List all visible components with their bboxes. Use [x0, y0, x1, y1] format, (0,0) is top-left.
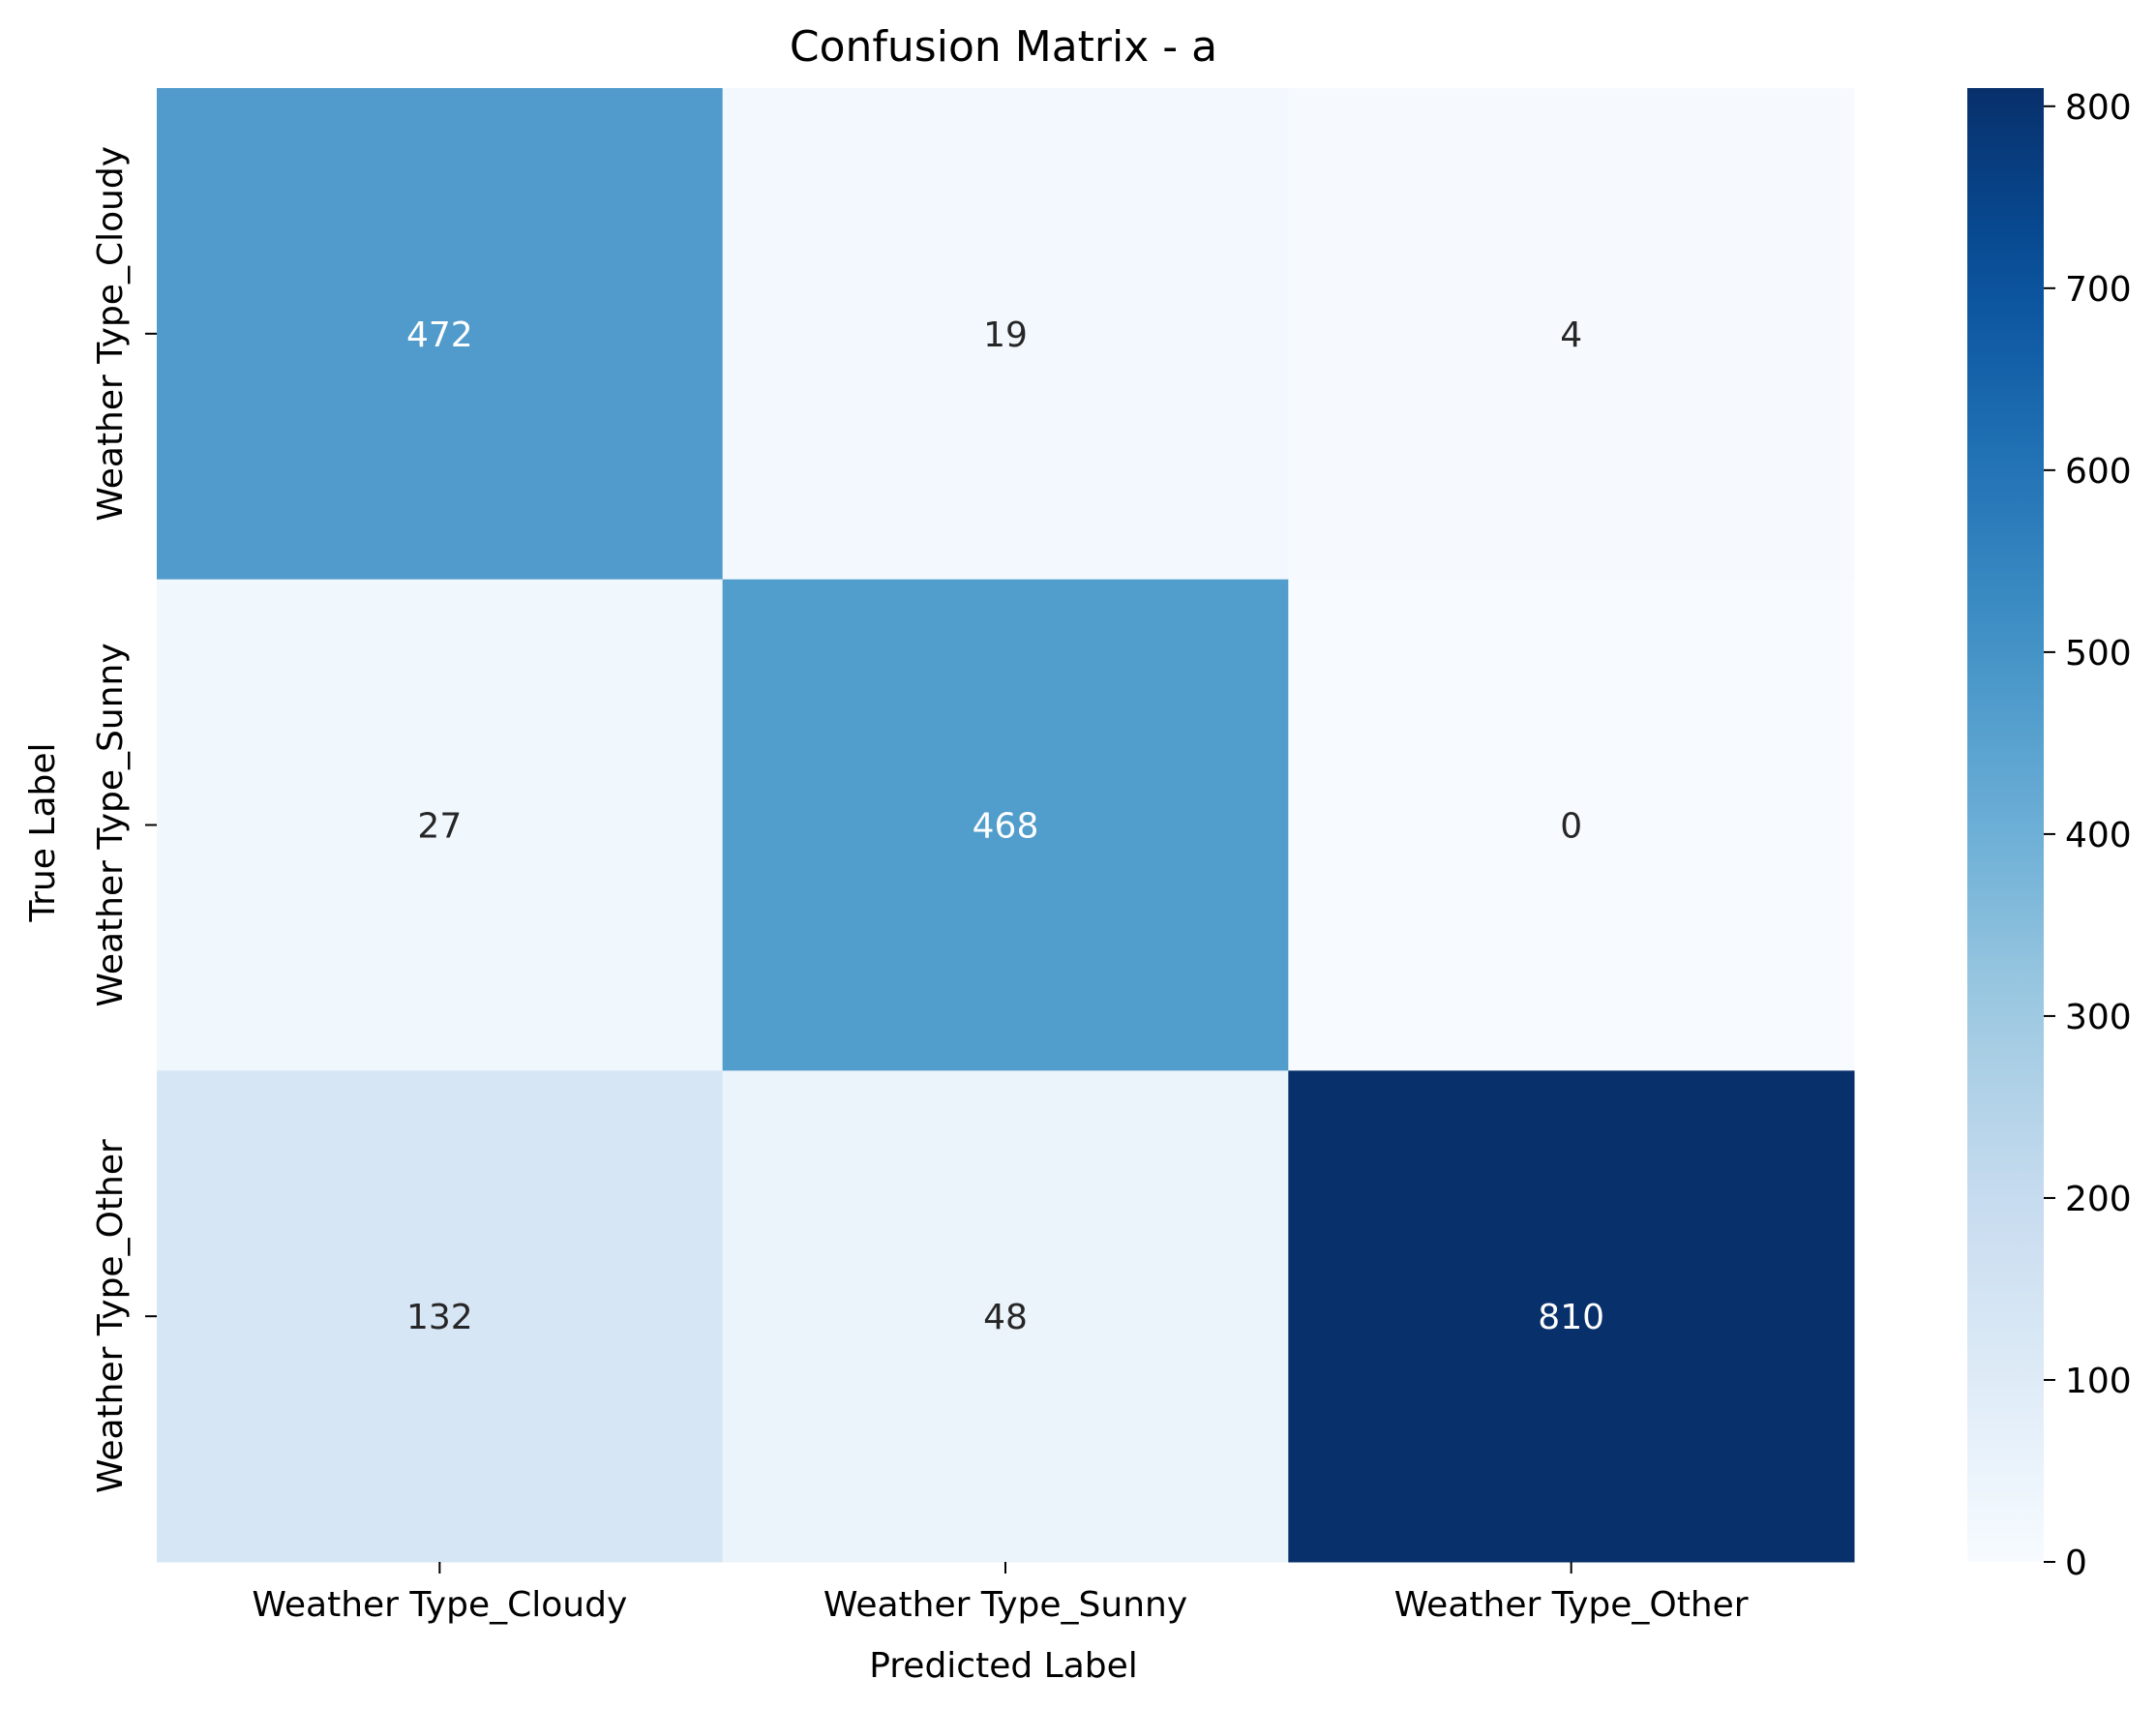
cell-value-label: 132	[406, 1298, 473, 1337]
heatmap-cell	[1288, 1070, 1855, 1563]
x-tick-label: Weather Type_Sunny	[823, 1585, 1187, 1625]
cell-value-label: 48	[983, 1298, 1028, 1337]
heatmap-cell	[722, 88, 1289, 581]
cell-value-label: 472	[406, 315, 473, 355]
y-axis-label: True Label	[23, 742, 63, 922]
colorbar-tick-label: 600	[2065, 452, 2132, 492]
heatmap-cell	[1288, 88, 1855, 581]
cell-value-label: 27	[417, 807, 462, 847]
colorbar-gradient	[1967, 88, 2044, 1562]
colorbar-tick-label: 100	[2065, 1362, 2132, 1401]
heatmap-cell	[157, 88, 724, 581]
x-axis-label: Predicted Label	[869, 1646, 1138, 1686]
heatmap-cells	[157, 88, 1855, 1563]
colorbar-ticks: 0 100 200 300 400 500 600 700 800	[2044, 88, 2132, 1583]
heatmap-cell	[722, 579, 1289, 1071]
heatmap-cell	[157, 579, 724, 1071]
x-axis-ticks: Weather Type_Cloudy Weather Type_Sunny Wea…	[252, 1562, 1749, 1625]
colorbar-tick-label: 200	[2065, 1180, 2132, 1219]
colorbar-tick-label: 500	[2065, 634, 2132, 674]
colorbar: 0 100 200 300 400 500 600 700 800	[1967, 88, 2132, 1583]
colorbar-tick-label: 700	[2065, 270, 2132, 310]
colorbar-tick-label: 300	[2065, 998, 2132, 1037]
x-tick-label: Weather Type_Cloudy	[252, 1585, 627, 1625]
chart-title: Confusion Matrix - a	[790, 22, 1217, 72]
x-tick-label: Weather Type_Other	[1394, 1585, 1749, 1625]
y-tick-label: Weather Type_Sunny	[91, 643, 131, 1006]
y-tick-label: Weather Type_Other	[91, 1139, 131, 1493]
cell-value-label: 810	[1538, 1298, 1604, 1337]
colorbar-tick-label: 400	[2065, 816, 2132, 855]
heatmap-cell	[1288, 579, 1855, 1071]
y-tick-label: Weather Type_Cloudy	[91, 146, 131, 522]
heatmap-cell	[157, 1070, 724, 1563]
cell-annotations: 472 19 4 27 468 0 132 48 810	[406, 315, 1604, 1337]
colorbar-tick-label: 800	[2065, 88, 2132, 128]
colorbar-tick-label: 0	[2065, 1544, 2087, 1583]
y-axis-ticks: Weather Type_Cloudy Weather Type_Sunny Wea…	[91, 146, 157, 1493]
cell-value-label: 19	[983, 315, 1028, 355]
cell-value-label: 468	[973, 807, 1039, 847]
heatmap-cell	[722, 1070, 1289, 1563]
cell-value-label: 0	[1560, 807, 1582, 847]
cell-value-label: 4	[1560, 315, 1582, 355]
